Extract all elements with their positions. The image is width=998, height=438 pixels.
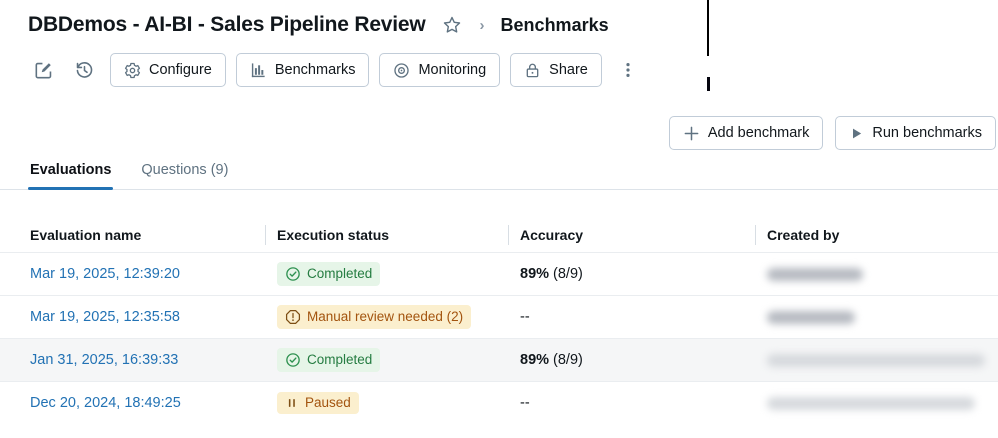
run-benchmarks-button[interactable]: Run benchmarks bbox=[835, 116, 996, 150]
status-badge: Completed bbox=[277, 348, 381, 372]
octagon-exclamation-icon bbox=[285, 309, 301, 325]
lock-icon bbox=[526, 63, 539, 77]
share-button-label: Share bbox=[549, 62, 588, 78]
accuracy-value: 89% bbox=[520, 352, 550, 368]
share-button[interactable]: Share bbox=[510, 53, 602, 87]
benchmarks-button[interactable]: Benchmarks bbox=[235, 53, 370, 87]
accuracy-value: -- bbox=[520, 395, 530, 411]
gear-icon bbox=[124, 62, 141, 78]
check-circle-icon bbox=[286, 353, 300, 367]
created-by-redacted bbox=[767, 310, 855, 324]
column-header-created-by: Created by bbox=[755, 227, 998, 243]
plus-icon bbox=[684, 126, 699, 140]
accuracy-value: 89% bbox=[520, 266, 550, 282]
tab-bar: Evaluations Questions (9) bbox=[0, 156, 998, 190]
column-header-evaluation-name: Evaluation name bbox=[30, 226, 142, 243]
add-benchmark-button-label: Add benchmark bbox=[707, 125, 810, 141]
created-by-redacted bbox=[767, 396, 975, 410]
evaluation-link[interactable]: Mar 19, 2025, 12:35:58 bbox=[30, 309, 180, 325]
crop-artifact-line-top bbox=[707, 0, 709, 56]
table-row[interactable]: Mar 19, 2025, 12:39:20 Completed 89% (8/9… bbox=[0, 252, 998, 295]
monitoring-button-label: Monitoring bbox=[418, 62, 487, 78]
run-benchmarks-button-label: Run benchmarks bbox=[872, 125, 982, 141]
breadcrumb-current: Benchmarks bbox=[500, 14, 609, 35]
breadcrumb-separator: › bbox=[479, 16, 485, 34]
tab-questions[interactable]: Questions (9) bbox=[141, 162, 229, 178]
check-circle-icon bbox=[286, 267, 300, 281]
tab-evaluations[interactable]: Evaluations bbox=[28, 156, 114, 190]
evaluation-link[interactable]: Dec 20, 2024, 18:49:25 bbox=[30, 395, 181, 411]
edit-button[interactable] bbox=[28, 57, 59, 84]
pause-icon bbox=[288, 399, 295, 407]
table-header-row: Evaluation name Execution status Accurac… bbox=[0, 217, 998, 252]
history-clock-icon bbox=[76, 61, 93, 78]
accuracy-value: -- bbox=[520, 309, 530, 325]
configure-button-label: Configure bbox=[149, 62, 212, 78]
version-history-button[interactable] bbox=[69, 57, 100, 84]
status-badge-label: Completed bbox=[307, 266, 373, 282]
kebab-menu-icon bbox=[626, 63, 630, 77]
evaluation-link[interactable]: Mar 19, 2025, 12:39:20 bbox=[30, 266, 180, 282]
benchmark-actions: Add benchmark Run benchmarks bbox=[0, 116, 998, 150]
table-row[interactable]: Jan 31, 2025, 16:39:33 Completed 89% (8/9… bbox=[0, 338, 998, 381]
status-badge-label: Manual review needed (2) bbox=[307, 309, 464, 325]
status-badge: Completed bbox=[277, 262, 381, 286]
accuracy-detail: (8/9) bbox=[553, 352, 583, 368]
status-badge-label: Paused bbox=[305, 395, 351, 411]
created-by-redacted bbox=[767, 267, 863, 281]
accuracy-detail: (8/9) bbox=[553, 266, 583, 282]
table-row[interactable]: Dec 20, 2024, 18:49:25 Paused -- bbox=[0, 381, 998, 424]
benchmarks-button-label: Benchmarks bbox=[274, 62, 356, 78]
star-icon bbox=[443, 16, 460, 33]
add-benchmark-button[interactable]: Add benchmark bbox=[668, 116, 824, 150]
titlebar: DBDemos - AI-BI - Sales Pipeline Review … bbox=[0, 0, 998, 37]
evaluations-table: Evaluation name Execution status Accurac… bbox=[0, 217, 998, 424]
crop-artifact-line-small bbox=[707, 77, 710, 91]
evaluation-link[interactable]: Jan 31, 2025, 16:39:33 bbox=[30, 352, 179, 368]
status-badge-label: Completed bbox=[307, 352, 373, 368]
edit-pencil-square-icon bbox=[35, 62, 52, 78]
toolbar: Configure Benchmarks Monitoring Share bbox=[0, 52, 998, 88]
status-badge: Manual review needed (2) bbox=[277, 305, 472, 329]
created-by-redacted bbox=[767, 353, 985, 367]
bar-chart-icon bbox=[251, 62, 265, 77]
configure-button[interactable]: Configure bbox=[110, 53, 226, 87]
page-title: DBDemos - AI-BI - Sales Pipeline Review bbox=[28, 13, 426, 36]
overflow-menu-button[interactable] bbox=[614, 57, 642, 83]
status-badge: Paused bbox=[277, 392, 359, 414]
column-header-accuracy: Accuracy bbox=[508, 227, 755, 243]
table-row[interactable]: Mar 19, 2025, 12:35:58 Manual review nee… bbox=[0, 295, 998, 338]
monitoring-button[interactable]: Monitoring bbox=[379, 53, 501, 87]
column-header-execution-status: Execution status bbox=[265, 227, 508, 243]
play-icon bbox=[853, 128, 862, 138]
favorite-button[interactable] bbox=[440, 13, 464, 37]
eye-icon bbox=[394, 62, 410, 78]
